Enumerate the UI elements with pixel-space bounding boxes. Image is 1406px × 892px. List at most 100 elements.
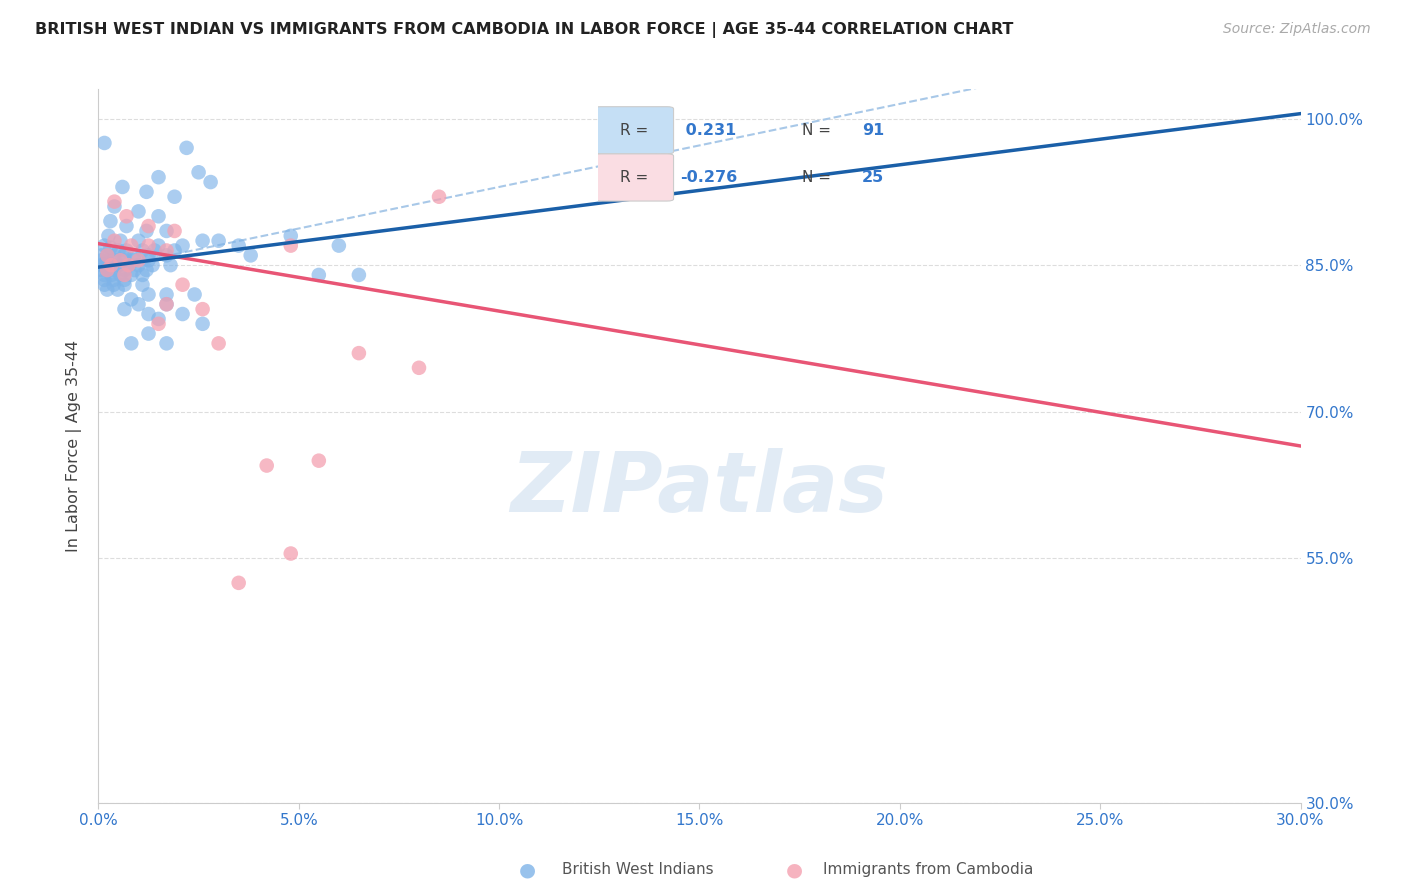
FancyBboxPatch shape [595,153,673,201]
Point [131,268,153,282]
Point [183,287,205,301]
Point [103,248,125,262]
Point [103,253,125,268]
Point [155,336,177,351]
Text: N =: N = [803,123,831,137]
Point [110,253,132,268]
Point [124,263,146,277]
Point [155,244,177,258]
Point [117,258,139,272]
Text: R =: R = [620,170,648,185]
Point [135,263,157,277]
Text: 0.231: 0.231 [681,123,737,137]
Point [128,258,150,272]
Point [100,258,122,272]
Point [155,297,177,311]
Point [103,200,125,214]
Point [347,268,370,282]
Point [172,307,194,321]
Point [148,170,170,185]
Point [172,277,194,292]
Point [115,209,138,223]
Point [93,273,115,287]
Point [97,228,120,243]
Text: British West Indians: British West Indians [562,863,714,877]
Point [103,273,125,287]
Point [172,238,194,252]
Point [135,185,157,199]
Point [191,302,214,317]
Point [138,287,160,301]
Point [90,258,112,272]
Text: -0.276: -0.276 [681,170,737,185]
Point [239,248,262,262]
Point [256,458,278,473]
Point [163,244,186,258]
Point [124,248,146,262]
Point [191,317,214,331]
Point [128,204,150,219]
Point [93,238,115,252]
Point [93,136,115,150]
Point [155,297,177,311]
Point [408,360,430,375]
Point [120,336,142,351]
Point [114,253,136,268]
Point [115,219,138,233]
Point [114,263,136,277]
Point [148,209,170,223]
Point [107,258,129,272]
Point [110,234,132,248]
Point [200,175,222,189]
Point [131,277,153,292]
Point [427,190,450,204]
Point [124,253,146,268]
Point [191,234,214,248]
Point [138,307,160,321]
Text: 25: 25 [862,170,884,185]
Text: ●: ● [519,860,536,880]
Point [148,312,170,326]
Point [114,248,136,262]
Point [208,234,231,248]
Point [90,248,112,262]
Point [107,244,129,258]
Point [100,241,122,255]
Point [120,293,142,307]
Point [114,302,136,317]
FancyBboxPatch shape [595,107,673,153]
Text: R =: R = [620,123,648,137]
Point [96,248,118,262]
Point [138,219,160,233]
Point [103,277,125,292]
Point [110,268,132,282]
Point [131,244,153,258]
Text: 91: 91 [862,123,884,137]
Point [138,238,160,252]
Point [143,244,166,258]
Point [96,253,118,268]
Point [103,263,125,277]
Text: BRITISH WEST INDIAN VS IMMIGRANTS FROM CAMBODIA IN LABOR FORCE | AGE 35-44 CORRE: BRITISH WEST INDIAN VS IMMIGRANTS FROM C… [35,22,1014,38]
Point [103,194,125,209]
Point [141,258,163,272]
Point [103,234,125,248]
Point [280,547,302,561]
Point [148,317,170,331]
Point [93,268,115,282]
Point [280,238,302,252]
Point [155,287,177,301]
Point [96,283,118,297]
Point [107,283,129,297]
Point [155,224,177,238]
Text: ZIPatlas: ZIPatlas [510,449,889,529]
Y-axis label: In Labor Force | Age 35-44: In Labor Force | Age 35-44 [66,340,83,552]
Text: Source: ZipAtlas.com: Source: ZipAtlas.com [1223,22,1371,37]
Point [96,248,118,262]
Point [120,268,142,282]
Text: Immigrants from Cambodia: Immigrants from Cambodia [823,863,1033,877]
Point [347,346,370,360]
Point [176,141,198,155]
Point [135,224,157,238]
Point [100,268,122,282]
